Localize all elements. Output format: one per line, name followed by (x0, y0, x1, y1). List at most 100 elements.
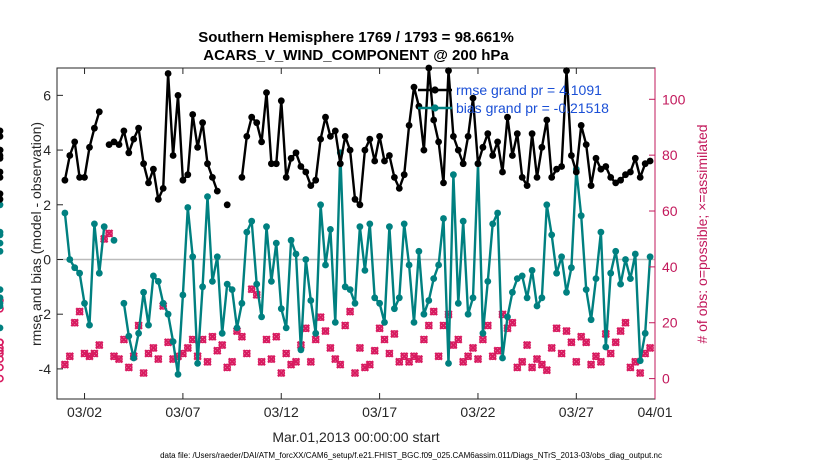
obs-possible-circle (557, 349, 566, 358)
obs-possible-circle (547, 344, 556, 352)
obs-assimilated-cross (375, 324, 384, 333)
obs-marker (572, 357, 581, 366)
obs-assimilated-cross (291, 357, 301, 366)
obs-assimilated-cross (562, 326, 571, 336)
obs-marker (370, 346, 379, 355)
rmse-point (391, 174, 398, 181)
obs-marker (336, 360, 345, 369)
obs-marker (124, 363, 133, 372)
obs-possible-circle (218, 341, 226, 349)
obs-possible-circle (415, 355, 423, 363)
bias-point (464, 310, 472, 318)
right-y-tick-label: 80 (662, 147, 678, 163)
bias-point (159, 299, 167, 307)
rmse-point (351, 195, 359, 203)
bias-point (602, 343, 610, 351)
obs-assimilated-cross (483, 321, 492, 330)
obs-marker (326, 343, 335, 353)
bias-point (199, 283, 207, 291)
rmse-point (400, 171, 408, 179)
bias-point (110, 236, 118, 244)
rmse-point (154, 195, 162, 203)
obs-assimilated-cross (345, 307, 355, 316)
obs-possible-circle (493, 346, 502, 355)
obs-assimilated-cross (350, 368, 360, 378)
obs-marker (149, 343, 158, 353)
bias-point (484, 278, 492, 285)
obs-possible-circle (184, 344, 192, 352)
bias-point (0, 294, 4, 302)
obs-possible-circle (621, 318, 630, 327)
obs-assimilated-cross (586, 360, 596, 369)
x-axis-label: Mar.01,2013 00:00:00 start (272, 429, 439, 445)
obs-assimilated-cross (518, 357, 527, 366)
obs-assimilated-cross (645, 343, 655, 353)
obs-assimilated-cross (301, 324, 310, 333)
obs-possible-circle (223, 363, 231, 372)
bias-point (292, 250, 300, 258)
obs-marker (208, 332, 217, 341)
rmse-series (0, 64, 654, 209)
rmse-point (563, 67, 570, 75)
obs-possible-circle (395, 357, 404, 366)
right-y-axis-ticks: 0 20 40 60 80 100 (649, 91, 686, 387)
bias-point (631, 250, 639, 258)
obs-possible-circle (144, 349, 153, 358)
bias-point (86, 321, 93, 329)
obs-assimilated-cross (262, 335, 271, 344)
rmse-point (179, 176, 187, 184)
bias-point (204, 193, 211, 201)
rmse-point (0, 146, 4, 154)
obs-marker (272, 332, 281, 341)
rmse-point (528, 130, 536, 138)
rmse-point (189, 111, 197, 118)
obs-assimilated-cross (380, 335, 389, 344)
rmse-point (277, 97, 285, 105)
bias-point (0, 299, 4, 307)
obs-marker (306, 357, 315, 366)
obs-marker (434, 352, 443, 361)
rmse-point (450, 133, 457, 140)
rmse-point (209, 174, 216, 181)
obs-possible-circle (523, 341, 531, 349)
rmse-point (0, 152, 4, 159)
obs-possible-circle (125, 363, 133, 372)
right-y-tick-label: 100 (662, 91, 686, 107)
bias-point (435, 261, 442, 269)
obs-marker (636, 368, 645, 378)
obs-possible-circle (0, 355, 4, 363)
obs-marker (552, 324, 561, 333)
bias-point (533, 302, 541, 310)
obs-assimilated-cross (75, 307, 84, 316)
obs-marker (473, 354, 483, 364)
obs-possible-circle (582, 338, 591, 347)
obs-possible-circle (488, 352, 497, 361)
obs-marker (483, 321, 492, 330)
rmse-point (346, 146, 354, 154)
rmse-point (322, 113, 329, 121)
obs-marker (463, 352, 473, 361)
rmse-point (592, 154, 600, 162)
obs-marker (547, 343, 556, 353)
obs-possible-circle (449, 341, 458, 349)
bias-point (415, 247, 423, 255)
obs-marker (341, 321, 350, 330)
rmse-point (602, 163, 610, 170)
obs-marker (139, 368, 148, 378)
obs-possible-circle (282, 349, 291, 358)
obs-possible-circle (213, 346, 222, 355)
rmse-point (204, 160, 211, 168)
bias-point (287, 236, 295, 244)
bias-point (322, 261, 329, 269)
obs-possible-circle (405, 357, 413, 366)
left-y-tick-label: 2 (43, 197, 51, 213)
bias-point (120, 299, 128, 307)
bias-point (258, 313, 265, 321)
rmse-point (81, 174, 88, 181)
rmse-point (336, 160, 344, 168)
bias-point (617, 280, 624, 288)
rmse-point (366, 135, 374, 143)
left-y-tick-label: 6 (43, 87, 51, 103)
obs-possible-circle (0, 363, 4, 372)
rmse-point (518, 174, 526, 181)
